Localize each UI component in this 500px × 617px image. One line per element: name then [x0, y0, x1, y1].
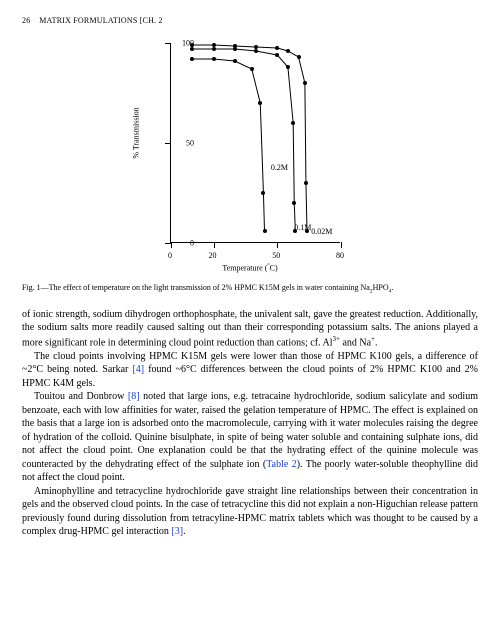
y-axis-label: % Transmission [132, 107, 141, 158]
x-tick [277, 242, 278, 248]
x-tick [341, 242, 342, 248]
data-point [275, 46, 279, 50]
data-point [233, 47, 237, 51]
data-point [212, 47, 216, 51]
citation-8[interactable]: [8] [128, 391, 140, 402]
paragraph-3: Touitou and Donbrow [8] noted that large… [22, 390, 478, 485]
x-tick-label: 80 [336, 251, 344, 260]
paragraph-4: Aminophylline and tetracycline hydrochlo… [22, 485, 478, 539]
series-label: 0.2M [271, 163, 288, 172]
y-tick-label: 50 [186, 139, 194, 148]
x-axis-label: Temperature (°C) [130, 263, 370, 273]
data-point [275, 53, 279, 57]
data-point [190, 57, 194, 61]
chart-container: % Transmission 0.02M0.1M 0.2M Temperature… [130, 33, 370, 273]
series-line [192, 45, 307, 231]
paragraph-1: of ionic strength, sodium dihydrogen ort… [22, 308, 478, 350]
plot-area: 0.02M0.1M 0.2M [170, 43, 340, 243]
data-point [212, 57, 216, 61]
table-2-ref[interactable]: Table 2 [266, 459, 296, 470]
running-title: MATRIX FORMULATIONS [CH. 2 [39, 16, 162, 25]
data-point [190, 47, 194, 51]
paragraph-2: The cloud points involving HPMC K15M gel… [22, 350, 478, 391]
citation-3[interactable]: [3] [171, 526, 183, 537]
series-line [192, 59, 264, 231]
x-tick-label: 0 [168, 251, 172, 260]
data-point [292, 201, 296, 205]
data-point [261, 191, 265, 195]
series-label: 0.02M [311, 227, 332, 236]
data-point [304, 181, 308, 185]
data-point [286, 49, 290, 53]
figure-caption: Fig. 1—The effect of temperature on the … [22, 283, 478, 296]
data-point [250, 67, 254, 71]
x-tick-label: 50 [272, 251, 280, 260]
chart-lines [171, 43, 341, 243]
y-tick-label: 0 [190, 239, 194, 248]
data-point [286, 65, 290, 69]
x-tick [214, 242, 215, 248]
data-point [297, 55, 301, 59]
data-point [254, 49, 258, 53]
x-tick [171, 242, 172, 248]
data-point [263, 229, 267, 233]
data-point [303, 81, 307, 85]
data-point [291, 121, 295, 125]
citation-4[interactable]: [4] [132, 364, 144, 375]
page-number: 26 [22, 16, 30, 25]
y-tick [165, 43, 171, 44]
figure-1: % Transmission 0.02M0.1M 0.2M Temperature… [22, 33, 478, 273]
y-tick [165, 143, 171, 144]
data-point [233, 59, 237, 63]
data-point [258, 101, 262, 105]
series-label: 0.1M [294, 223, 311, 232]
series-line [192, 49, 295, 231]
y-tick-label: 100 [182, 39, 194, 48]
page-header: 26 MATRIX FORMULATIONS [CH. 2 [22, 16, 478, 25]
x-tick-label: 20 [209, 251, 217, 260]
